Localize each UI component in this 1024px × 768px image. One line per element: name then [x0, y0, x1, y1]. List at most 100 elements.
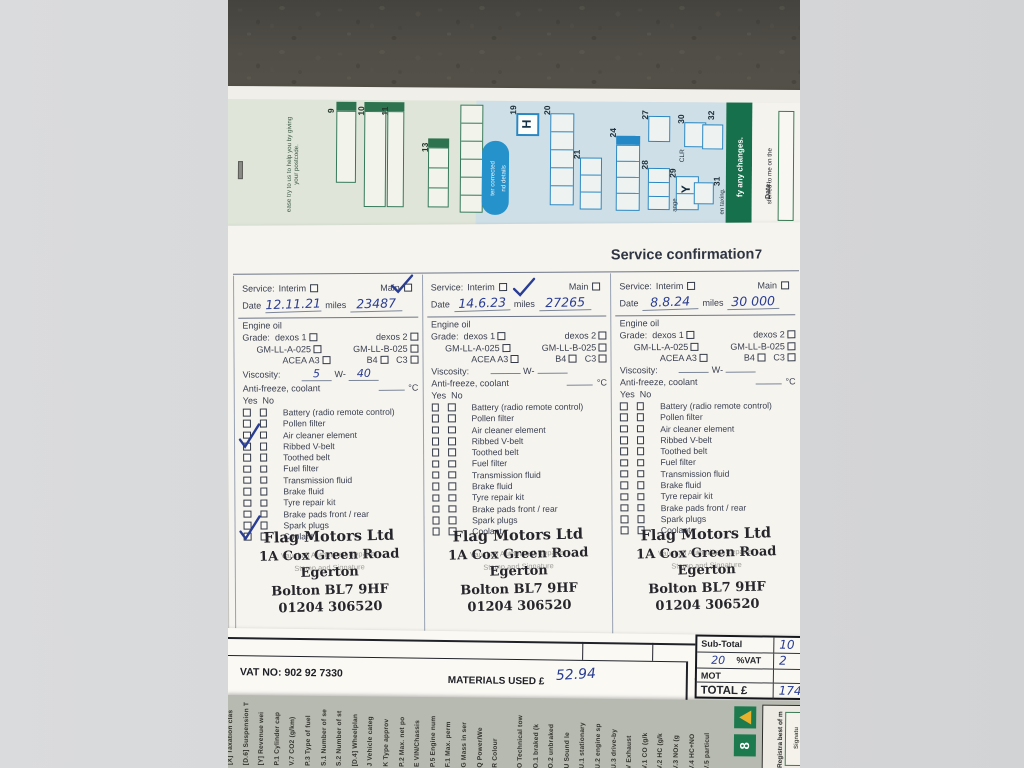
- y-value: Y: [678, 185, 693, 194]
- tall-cell-grid: [459, 104, 484, 213]
- checklist-item-label: Toothed belt: [660, 445, 708, 457]
- yes-label: Yes: [620, 389, 635, 400]
- yes-checkbox: [243, 465, 251, 473]
- dealer-stamp: Vauxhall Authorised Repairer Stamp and S…: [235, 525, 425, 619]
- b4-checkbox: [757, 353, 766, 362]
- mot-label: MOT: [700, 670, 721, 681]
- divider: [426, 315, 607, 318]
- vat-number: VAT NO: 902 92 7330: [239, 666, 343, 680]
- pill-line1: ter corrected: [489, 160, 497, 196]
- invoice-grid-divider: [582, 641, 584, 660]
- antifreeze-label: Anti-freeze, coolant: [242, 383, 321, 394]
- yes-checkbox: [620, 492, 629, 501]
- subtotal-label: Sub-Total: [701, 638, 743, 650]
- date-label: Date: [619, 298, 639, 309]
- no-checkbox: [259, 453, 268, 462]
- handwritten-date: 12.11.21: [264, 295, 322, 314]
- b4-label: B4: [743, 352, 755, 363]
- yes-checkbox: [620, 458, 628, 467]
- yes-checkbox: [431, 448, 440, 457]
- no-checkbox: [448, 448, 456, 457]
- yes-checkbox: [242, 408, 251, 417]
- no-checkbox: [636, 458, 645, 467]
- engine-oil-label: Engine oil: [430, 319, 471, 330]
- checklist-item-label: Air cleaner element: [282, 429, 358, 440]
- no-label: No: [451, 390, 463, 401]
- service-column: Service: Interim Main Date 8.8.24 miles …: [610, 272, 800, 644]
- yes-checkbox: [431, 426, 440, 434]
- no-checkbox: [637, 492, 645, 501]
- field-13-header: [428, 138, 450, 148]
- vat-value: 2: [779, 653, 787, 668]
- handwritten-viscosity1: 5: [312, 367, 321, 381]
- interim-checkbox: [498, 283, 507, 292]
- no-checkbox: [448, 471, 456, 479]
- total-label: TOTAL £: [700, 684, 748, 698]
- no-checkbox: [259, 420, 267, 428]
- engine-oil-label: Engine oil: [242, 320, 282, 331]
- celsius-label: °C: [785, 376, 796, 387]
- field-31-box: [693, 182, 714, 205]
- yes-label: Yes: [242, 395, 258, 406]
- subtotal-value: 10: [779, 637, 795, 652]
- acea-label: ACEA A3: [659, 353, 697, 364]
- materials-used-value: 52.94: [555, 665, 597, 684]
- page-number: 7: [754, 246, 763, 262]
- no-checkbox: [636, 470, 645, 478]
- interim-checkbox: [687, 281, 696, 290]
- no-checkbox: [448, 414, 456, 423]
- field-13-box: [427, 147, 450, 208]
- checklist-row: Battery (radio remote control): [242, 406, 419, 418]
- dexos1-checkbox: [497, 332, 506, 341]
- vat-label: %VAT: [736, 655, 762, 666]
- clr-label: CLR: [679, 149, 687, 163]
- yes-checkbox: [242, 420, 251, 428]
- field-9-box: [335, 110, 357, 183]
- c3-label: C3: [396, 354, 408, 366]
- gm-a-label: GM-LL-A-025: [445, 342, 500, 354]
- antifreeze-label: Anti-freeze, coolant: [431, 378, 509, 389]
- checklist-item-label: Battery (radio remote control): [660, 400, 772, 412]
- yes-checkbox: [243, 476, 251, 485]
- field-28-box: [647, 167, 670, 211]
- h-value: H: [519, 119, 534, 129]
- yes-checkbox: [620, 470, 629, 478]
- service-columns: Service: Interim Main Date 12.11.21 mile…: [233, 272, 800, 646]
- dexos2-label: dexos 2: [375, 331, 408, 343]
- signature-label: Signatu: [793, 726, 800, 749]
- gm-b-checkbox: [410, 344, 419, 353]
- checklist-item-label: Brake fluid: [471, 481, 513, 492]
- dexos1-checkbox: [308, 333, 317, 342]
- stamp-phone: 01204 306520: [655, 596, 760, 615]
- checklist-item-label: Battery (radio remote control): [282, 406, 395, 418]
- main-label: Main: [757, 280, 778, 291]
- b4-label: B4: [555, 353, 567, 365]
- field-24-header: [616, 135, 641, 145]
- no-checkbox: [637, 481, 645, 490]
- checklist-item-label: Air cleaner element: [660, 423, 735, 434]
- no-checkbox: [448, 493, 457, 502]
- miles-label: miles: [702, 297, 724, 308]
- notify-changes-text: fy any changes.: [735, 137, 745, 198]
- service-label: Service:: [242, 283, 275, 294]
- acea-checkbox: [510, 355, 519, 364]
- date-label: Date: [242, 300, 262, 311]
- staple: [237, 161, 244, 180]
- yes-checkbox: [620, 447, 628, 456]
- yes-checkbox: [243, 499, 251, 507]
- no-checkbox: [636, 447, 645, 456]
- v5c-top-form: fy any changes. sferred to me on the cor…: [228, 85, 800, 243]
- handwritten-miles: 27265: [538, 294, 592, 312]
- dealer-stamp: Vauxhall Authorised Repairer Stamp and S…: [423, 524, 613, 618]
- service-column: Service: Interim Main Date 12.11.21 mile…: [233, 274, 425, 646]
- b4-checkbox: [568, 354, 577, 363]
- field-label: R Colour: [491, 738, 500, 768]
- yes-checkbox: [432, 516, 440, 525]
- no-checkbox: [448, 437, 456, 445]
- checklist-item-label: Ribbed V-belt: [660, 434, 712, 445]
- yes-checkbox: [431, 460, 440, 468]
- no-checkbox: [448, 426, 456, 434]
- field-21-box: [579, 157, 603, 210]
- no-checkbox: [447, 403, 456, 412]
- c3-label: C3: [584, 353, 597, 364]
